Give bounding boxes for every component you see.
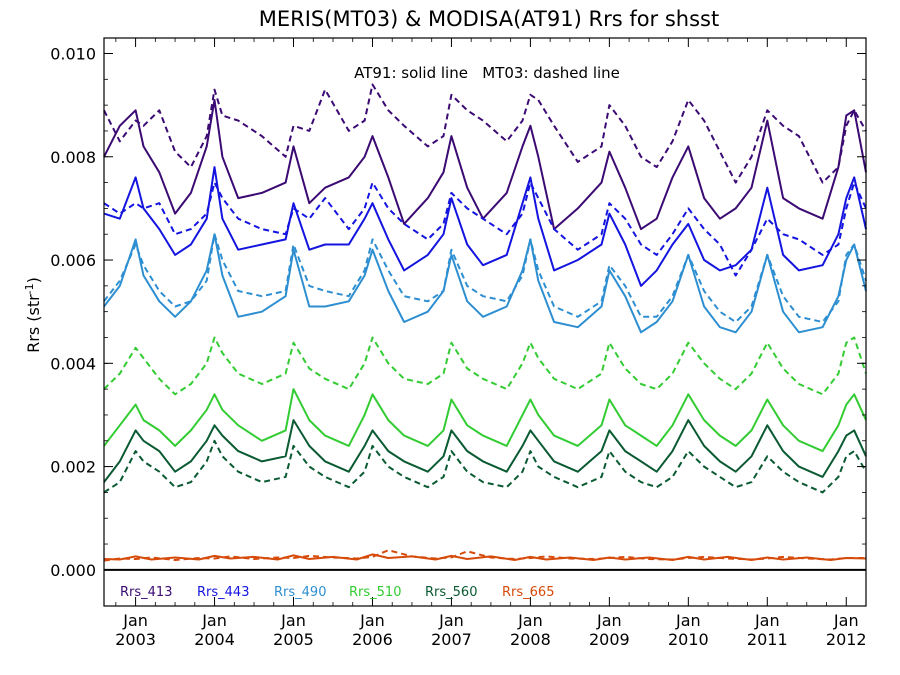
- legend-rrs-665: Rrs_665: [502, 585, 554, 600]
- legend-rrs-490: Rrs_490: [274, 585, 326, 600]
- series-rrs-490-solid: [103, 233, 867, 334]
- legend-rrs-443: Rrs_443: [197, 585, 249, 600]
- series-rrs-443-dashed: [103, 181, 867, 277]
- series-rrs-560-dashed: [103, 439, 867, 494]
- x-tick-month-0: Jan: [122, 611, 148, 630]
- series-lines: [103, 83, 867, 562]
- x-tick-month-8: Jan: [754, 611, 780, 630]
- series-rrs-443-solid: [103, 166, 867, 287]
- x-tick-year-4: 2007: [431, 630, 472, 649]
- y-tick-label-4: 0.008: [50, 148, 96, 167]
- legend-rrs-510: Rrs_510: [349, 585, 401, 600]
- y-axis-label-main: Rrs (str: [24, 294, 43, 353]
- x-tick-year-8: 2011: [747, 630, 788, 649]
- x-tick-month-1: Jan: [201, 611, 227, 630]
- legend: Rrs_413 Rrs_443 Rrs_490 Rrs_510 Rrs_560 Rrs_6…: [120, 585, 554, 600]
- x-tick-month-3: Jan: [359, 611, 385, 630]
- legend-rrs-413: Rrs_413: [120, 585, 172, 600]
- y-tick-label-5: 0.010: [50, 44, 96, 63]
- plot-frame: [103, 37, 867, 607]
- series-rrs-510-solid: [103, 388, 867, 453]
- series-rrs-490-dashed: [103, 233, 867, 323]
- chart-title: MERIS(MT03) & MODISA(AT91) Rrs for shsst: [259, 7, 719, 31]
- x-tick-month-2: Jan: [280, 611, 306, 630]
- series-rrs-665-dashed: [103, 549, 866, 562]
- x-tick-year-3: 2006: [352, 630, 393, 649]
- y-tick-label-1: 0.002: [50, 458, 96, 477]
- y-tick-label-3: 0.006: [50, 251, 96, 270]
- x-tick-month-9: Jan: [833, 611, 859, 630]
- series-rrs-510-dashed: [103, 336, 867, 396]
- x-tick-year-0: 2003: [115, 630, 156, 649]
- y-tick-label-0: 0.000: [50, 561, 96, 580]
- x-tick-month-6: Jan: [596, 611, 622, 630]
- x-tick-year-2: 2005: [273, 630, 314, 649]
- x-tick-year-7: 2010: [668, 630, 709, 649]
- line-style-annotation: AT91: solid line MT03: dashed line: [354, 64, 620, 82]
- x-tick-month-4: Jan: [438, 611, 464, 630]
- axes: 0.0000.0020.0040.0060.0080.010Jan2003Jan…: [50, 38, 867, 649]
- x-tick-year-6: 2009: [589, 630, 630, 649]
- x-tick-year-9: 2012: [826, 630, 867, 649]
- x-tick-month-5: Jan: [517, 611, 543, 630]
- legend-rrs-560: Rrs_560: [425, 585, 477, 600]
- y-axis-label: Rrs (str-1): [23, 277, 43, 353]
- y-axis-label-end: ): [24, 277, 43, 283]
- x-tick-year-1: 2004: [194, 630, 235, 649]
- series-rrs-413-dashed: [103, 83, 867, 184]
- x-tick-month-7: Jan: [675, 611, 701, 630]
- series-rrs-413-solid: [103, 99, 867, 231]
- series-rrs-560-solid: [103, 419, 867, 483]
- y-tick-label-2: 0.004: [50, 354, 96, 373]
- y-axis-label-superscript: -1: [23, 283, 36, 294]
- x-tick-year-5: 2008: [510, 630, 551, 649]
